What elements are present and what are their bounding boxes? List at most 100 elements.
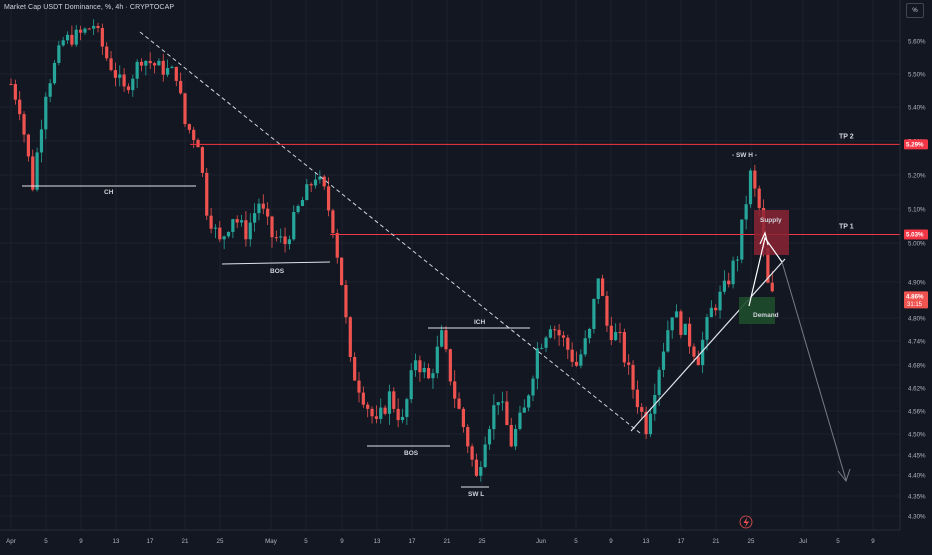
candle-body-78 [348,317,352,357]
candle-body-153 [674,311,679,318]
candle-body-96 [427,368,431,379]
candle-body-33 [152,63,157,66]
candle-body-47 [213,227,218,229]
candle-body-92 [409,370,413,400]
dashed-trendline [139,31,641,434]
candle-body-26 [122,74,126,87]
candle-body-13 [65,34,70,41]
candle-body-118 [522,407,526,413]
candle-body-62 [279,236,283,238]
candle-body-114 [505,401,509,425]
candle-body-39 [179,80,183,94]
candle-body-10 [52,62,57,84]
candle-body-124 [548,329,552,338]
candle-body-79 [353,356,357,381]
chart-title: Market Cap USDT Dominance, %, 4h · CRYPT… [4,4,175,11]
candle-body-103 [457,398,461,409]
candle-body-130 [574,361,579,366]
candle-body-36 [166,68,170,75]
candle-body-121 [535,348,539,379]
candle-body-37 [170,66,174,69]
candle-body-27 [126,86,131,91]
tp2-price-tag-bg [904,139,928,150]
candle-body-35 [161,60,165,75]
candle-body-22 [105,46,109,59]
candle-body-34 [157,60,161,66]
candle-body-15 [74,29,78,45]
candle-body-104 [461,408,465,428]
candle-body-102 [453,381,457,399]
swh-label: - SW H - [732,152,757,159]
price-tags: 5.29% 5.03% 4.86%31:15 [904,139,928,309]
candle-body-174 [766,247,770,283]
candle-body-9 [48,83,52,97]
x-tick-label-5: 21 [182,538,189,545]
candle-body-63 [283,236,287,245]
candle-body-101 [448,349,452,382]
candle-body-31 [144,60,148,66]
candle-body-61 [274,237,278,239]
candle-body-91 [405,399,409,417]
candle-body-127 [561,335,566,338]
candle-body-154 [679,311,683,335]
candle-body-60 [270,216,274,238]
price-axis[interactable]: 5.60%5.50%5.40%5.30%5.20%5.10%5.00%4.90%… [899,0,932,550]
candle-body-45 [205,172,209,216]
projection-path [748,236,783,307]
current-price-tag-bg [904,291,928,309]
support-trendline [630,258,786,432]
time-axis[interactable]: Apr 5 9 13 17 21 25 May 5 9 13 17 21 25 Jun 5 9 13 17 21 25 J… [0,529,900,545]
candle-body-146 [644,411,648,435]
candle-body-23 [109,58,113,71]
tp1-price-tag-bg [904,229,928,240]
candle-body-167 [735,259,740,261]
y-tick-label-11: 4.62% [908,386,926,393]
lightning-icon [739,515,753,529]
y-tick-label-6: 5.00% [908,241,926,248]
candle-body-70 [313,179,318,186]
candle-body-73 [326,186,331,211]
y-tick-label-4: 5.20% [908,173,926,180]
candle-body-140 [618,332,622,334]
candle-body-1 [13,84,17,100]
candle-body-84 [374,416,378,419]
y-tick-label-0: 5.60% [908,39,926,46]
candle-body-165 [727,280,731,285]
candle-body-120 [531,378,535,396]
candle-body-145 [640,407,644,412]
candle-body-69 [309,184,313,186]
candle-body-123 [544,337,548,348]
candle-body-147 [648,413,653,435]
tp1-label: TP 1 [839,224,854,231]
candle-body-14 [70,34,74,45]
x-tick-label-20: 25 [748,538,755,545]
candle-body-28 [131,78,135,91]
tp2-price-tag: 5.29% [906,142,924,149]
candle-body-40 [183,93,187,125]
x-tick-label-23: 9 [871,538,875,545]
candle-body-115 [509,424,513,447]
candle-body-88 [392,391,396,409]
candle-body-29 [135,61,139,79]
candle-body-144 [635,389,639,408]
candle-body-94 [418,360,422,373]
candle-body-125 [553,329,557,331]
candle-body-80 [357,380,361,393]
candle-body-97 [431,373,435,379]
candle-body-59 [266,208,270,217]
candle-body-8 [44,96,48,130]
candle-body-38 [174,66,178,81]
candle-body-32 [148,60,152,64]
target-arrow-head [837,468,851,483]
candle-body-71 [318,176,322,180]
drawings: TP 2 TP 1 CH BOS ICH BOS SW L - SW H - Supply Dem… [22,31,900,529]
x-tick-label-10: 13 [374,538,381,545]
candle-body-86 [383,407,387,414]
candle-body-98 [435,346,439,374]
percent-scale-button[interactable]: % [906,3,924,18]
candle-body-16 [79,29,83,33]
candle-body-64 [287,239,291,245]
x-tick-label-21: Jul [799,538,807,545]
